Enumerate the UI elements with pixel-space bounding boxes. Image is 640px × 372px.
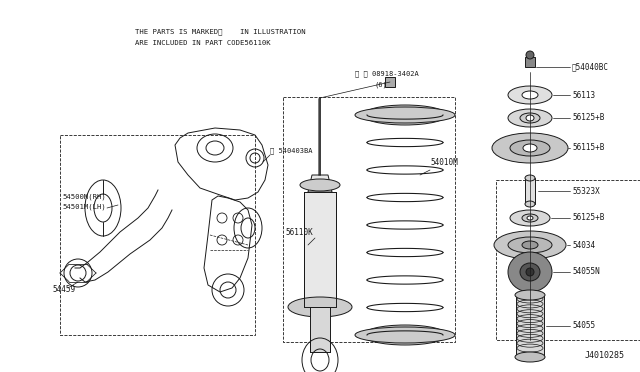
Ellipse shape [508, 109, 552, 127]
Text: (6): (6) [375, 82, 388, 89]
Ellipse shape [355, 107, 455, 123]
Ellipse shape [522, 241, 538, 249]
Bar [60, 135, 255, 335]
Ellipse shape [520, 263, 540, 281]
Text: 54034: 54034 [572, 241, 595, 250]
Ellipse shape [520, 113, 540, 123]
Text: 54500M(RH): 54500M(RH) [62, 193, 106, 199]
Text: 54055N: 54055N [572, 267, 600, 276]
Text: 56110K: 56110K [285, 228, 313, 237]
Ellipse shape [510, 210, 550, 226]
Ellipse shape [526, 51, 534, 59]
Text: 54459: 54459 [52, 285, 75, 294]
Text: 56125+B: 56125+B [572, 113, 604, 122]
Ellipse shape [300, 179, 340, 191]
Ellipse shape [492, 133, 568, 163]
Bar [516, 295, 544, 357]
Ellipse shape [515, 352, 545, 362]
Ellipse shape [525, 175, 535, 181]
Text: 56115+B: 56115+B [572, 144, 604, 153]
Bar [525, 57, 535, 67]
Ellipse shape [523, 144, 537, 152]
Ellipse shape [494, 231, 566, 259]
Bar [525, 178, 535, 204]
Ellipse shape [508, 86, 552, 104]
Ellipse shape [522, 91, 538, 99]
Text: 56125+B: 56125+B [572, 214, 604, 222]
Bar [385, 77, 395, 87]
Ellipse shape [525, 201, 535, 207]
Ellipse shape [508, 237, 552, 253]
Text: ※54040BC: ※54040BC [572, 62, 609, 71]
Ellipse shape [527, 216, 533, 220]
Text: J4010285: J4010285 [585, 351, 625, 360]
Ellipse shape [526, 268, 534, 276]
Ellipse shape [363, 105, 447, 125]
Bar [496, 180, 640, 340]
Ellipse shape [510, 140, 550, 156]
Ellipse shape [288, 297, 352, 317]
Ellipse shape [526, 115, 534, 121]
Text: THE PARTS IS MARKED※    IN ILLUSTRATION: THE PARTS IS MARKED※ IN ILLUSTRATION [135, 28, 306, 35]
Text: ARE INCLUDED IN PART CODE56110K: ARE INCLUDED IN PART CODE56110K [135, 40, 271, 46]
Text: 54055: 54055 [572, 321, 595, 330]
Polygon shape [308, 175, 332, 192]
Bar [304, 192, 336, 307]
Ellipse shape [363, 325, 447, 345]
Ellipse shape [522, 214, 538, 222]
Ellipse shape [508, 252, 552, 292]
Bar [310, 307, 330, 352]
Ellipse shape [355, 327, 455, 343]
Text: 54501M(LH): 54501M(LH) [62, 203, 106, 209]
Text: 56113: 56113 [572, 90, 595, 99]
Text: 54010M: 54010M [430, 158, 458, 167]
Bar [283, 97, 455, 342]
Ellipse shape [515, 290, 545, 300]
Text: ※ 540403BA: ※ 540403BA [270, 147, 312, 154]
Text: ※ Ⓝ 08918-3402A: ※ Ⓝ 08918-3402A [355, 70, 419, 77]
Text: 55323X: 55323X [572, 186, 600, 196]
